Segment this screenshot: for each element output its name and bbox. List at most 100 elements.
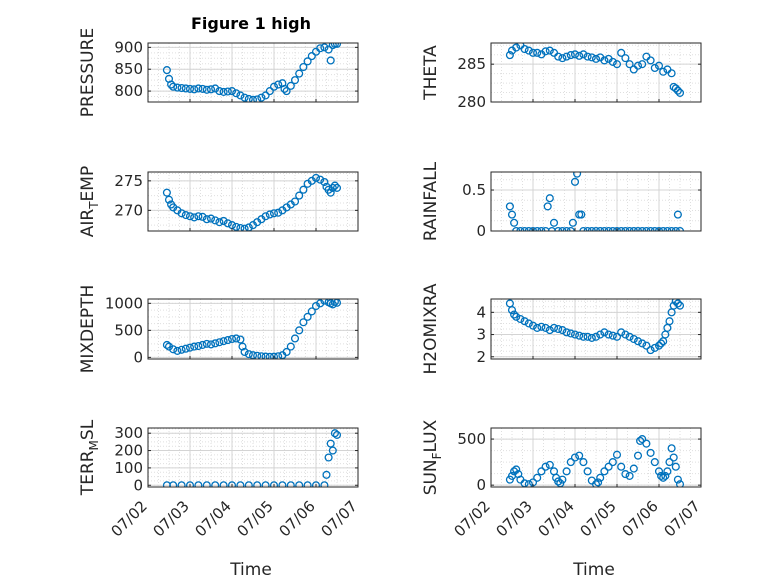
data-point [541,323,550,332]
data-point [638,435,647,444]
y-tick-label: 1000 [105,294,143,312]
data-point [646,226,655,231]
data-point [562,52,571,61]
data-point [604,462,613,471]
data-point [332,430,342,439]
data-point [562,467,571,476]
subplot-h2omixra: 2 3 4 H2OMIXRA [421,283,702,375]
data-point [570,453,580,462]
data-point [253,351,262,359]
data-point [594,478,603,487]
data-point [579,226,588,231]
data-point [612,60,622,69]
data-point [194,341,203,351]
data-point [181,344,190,353]
data-point [591,226,601,231]
data-point [625,60,634,69]
data-point [512,43,521,52]
data-point [566,458,575,467]
data-point [240,347,249,357]
data-point [665,458,674,467]
data-point [633,61,643,70]
data-point [505,202,514,211]
data-point [659,473,668,482]
data-point [215,218,224,227]
data-point [533,323,542,332]
data-point [520,45,529,54]
axes-box [490,427,702,488]
data-point [227,87,237,96]
data-point [533,473,542,482]
data-point [286,81,295,90]
data-point [299,185,308,194]
data-point [667,444,676,453]
x-axis-label-right: Time [572,560,615,580]
data-point [524,480,533,487]
data-point [617,462,626,471]
data-point [265,87,274,96]
data-point [265,210,274,219]
data-point [528,226,538,231]
data-point [169,82,178,91]
data-point [311,481,321,487]
data-point [633,451,643,460]
data-point [505,51,514,60]
data-point [290,76,300,85]
data-point [232,89,241,98]
data-point [290,197,300,206]
data-point [173,83,182,92]
data-point [646,56,655,65]
data-point [328,43,337,50]
data-point [545,46,554,55]
data-point [512,226,521,231]
y-tick-label: 0 [476,222,486,240]
data-point [261,91,270,100]
data-point [675,480,685,487]
data-point [261,481,270,487]
data-point [541,462,550,471]
data-point [577,210,586,219]
data-point [516,226,525,231]
data-point [295,326,304,335]
data-point [633,226,643,231]
data-point [227,481,237,487]
data-point [621,330,630,339]
x-tick-label: 07/05 [234,497,277,540]
data-point [650,343,659,352]
data-point [621,226,630,231]
data-point [240,224,249,231]
data-point [654,61,664,70]
data-point [236,481,245,487]
data-point [202,339,211,348]
data-point [290,334,300,343]
data-point [663,323,672,332]
data-point [558,226,567,231]
data-point [322,470,331,479]
data-point [181,211,190,220]
subplot-grid: 800 850 900 PRESSURE 280 285 THETA 270 275 AIRTEM… [78,28,704,541]
data-point [198,340,207,349]
data-point [177,345,186,354]
data-point [608,57,617,66]
data-point [617,328,626,337]
data-point [177,83,186,93]
data-point [219,337,228,346]
data-point [625,332,634,341]
x-tick-label: 07/06 [619,497,662,540]
data-point [185,481,195,487]
data-point [600,56,609,65]
data-point [642,341,651,350]
data-point [162,66,171,75]
data-point [324,453,333,462]
data-point [232,334,241,343]
data-point [162,340,171,349]
data-point [269,82,279,91]
data-point [215,87,224,96]
data-point [617,48,626,57]
data-series [505,299,685,355]
data-point [566,329,575,338]
data-point [185,84,195,93]
data-point [575,331,584,340]
x-tick-label: 07/02 [451,497,494,540]
